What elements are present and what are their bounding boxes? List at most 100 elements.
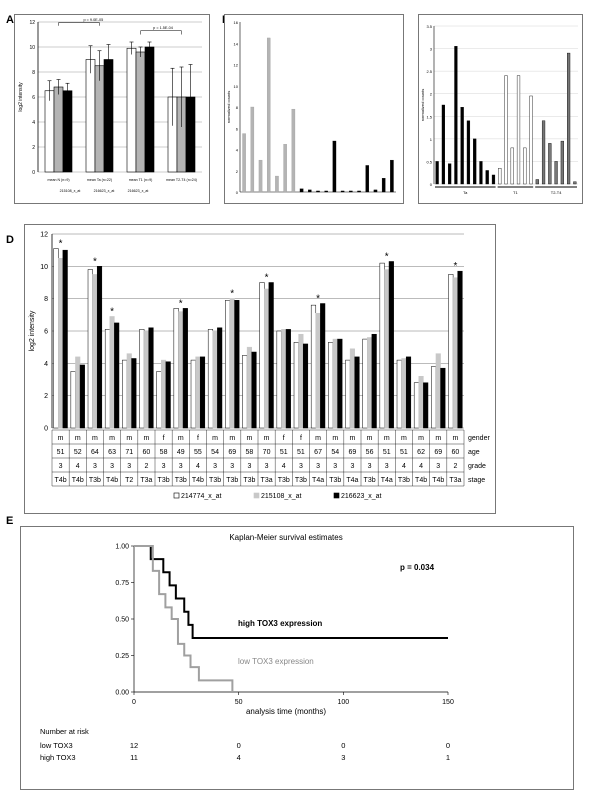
bar bbox=[349, 190, 353, 193]
table-cell: f bbox=[300, 435, 302, 442]
table-cell: T3b bbox=[243, 477, 255, 484]
table-cell: T4b bbox=[432, 477, 444, 484]
y-tick-label: 12 bbox=[40, 232, 48, 239]
table-cell: 51 bbox=[297, 449, 305, 456]
table-cell: m bbox=[384, 435, 390, 442]
table-cell: 55 bbox=[194, 449, 202, 456]
bar bbox=[126, 353, 132, 429]
bar bbox=[114, 322, 120, 429]
y-tick-label: 0.25 bbox=[115, 653, 129, 660]
significance-star: * bbox=[316, 294, 320, 305]
table-cell: T4b bbox=[72, 477, 84, 484]
table-cell: 60 bbox=[143, 449, 151, 456]
legend-label: 214774_x_at bbox=[181, 493, 222, 500]
table-cell: 4 bbox=[282, 463, 286, 470]
table-cell: 56 bbox=[366, 449, 374, 456]
significance-star: * bbox=[265, 273, 269, 284]
group-label: T1 bbox=[513, 190, 518, 195]
table-cell: f bbox=[163, 435, 165, 442]
bar bbox=[109, 316, 115, 429]
x-tick-label: 0 bbox=[132, 699, 136, 706]
chart-title: Kaplan-Meier survival estimates bbox=[229, 533, 342, 542]
bar bbox=[299, 188, 304, 193]
y-tick-label: 4 bbox=[44, 361, 48, 368]
bar bbox=[498, 167, 502, 185]
bar bbox=[53, 248, 59, 429]
y-tick-label: 12 bbox=[29, 20, 35, 26]
bar bbox=[362, 338, 368, 429]
bar bbox=[182, 308, 188, 429]
table-cell: 64 bbox=[91, 449, 99, 456]
legend-swatch bbox=[253, 492, 260, 499]
risk-table-cell: 4 bbox=[237, 753, 241, 762]
table-cell: 51 bbox=[383, 449, 391, 456]
table-cell: f bbox=[283, 435, 285, 442]
y-tick-label: 8 bbox=[236, 105, 239, 110]
bar bbox=[354, 356, 360, 429]
risk-table-cell: 0 bbox=[237, 741, 241, 750]
bar bbox=[302, 343, 309, 429]
table-cell: T3a bbox=[261, 477, 273, 484]
panel-e-chart: Kaplan-Meier survival estimates 1.00 0.75 0… bbox=[40, 533, 454, 762]
bar bbox=[473, 138, 477, 185]
bar bbox=[259, 282, 265, 429]
bar bbox=[275, 175, 279, 193]
bar bbox=[75, 356, 81, 429]
table-row-label: grade bbox=[468, 463, 486, 470]
y-tick-label: 0 bbox=[236, 190, 239, 195]
y-tick-label: 6 bbox=[32, 95, 35, 101]
table-cell: T3b bbox=[158, 477, 170, 484]
bar bbox=[310, 304, 317, 429]
bar bbox=[298, 333, 304, 429]
y-axis-label: log2 intensity bbox=[18, 82, 24, 112]
bar bbox=[315, 312, 321, 429]
legend-swatch bbox=[173, 492, 180, 499]
table-cell: 3 bbox=[93, 463, 97, 470]
table-cell: T4b bbox=[192, 477, 204, 484]
bar bbox=[485, 170, 489, 185]
table-cell: 51 bbox=[400, 449, 408, 456]
bar bbox=[435, 353, 441, 429]
series-label: low TOX3 expression bbox=[238, 657, 314, 666]
bar bbox=[126, 47, 137, 173]
bar bbox=[332, 140, 337, 193]
table-cell: 67 bbox=[314, 449, 322, 456]
y-tick-label: 1.5 bbox=[426, 114, 432, 119]
significance-star: * bbox=[453, 261, 457, 272]
category-label: mean N (n=9) bbox=[47, 178, 69, 182]
legend-label: 216623_x_at bbox=[94, 189, 115, 193]
bar bbox=[58, 258, 64, 429]
table-cell: 4 bbox=[76, 463, 80, 470]
bar bbox=[87, 269, 93, 429]
y-tick-label: 6 bbox=[236, 126, 239, 131]
bar bbox=[401, 358, 407, 429]
table-cell: 3 bbox=[299, 463, 303, 470]
risk-table-row-label: high TOX3 bbox=[40, 753, 76, 762]
bar bbox=[96, 266, 103, 429]
table-cell: T3b bbox=[209, 477, 221, 484]
table-cell: 3 bbox=[385, 463, 389, 470]
bar bbox=[234, 300, 240, 429]
table-cell: m bbox=[75, 435, 81, 442]
y-tick-label: 2 bbox=[430, 92, 433, 97]
bar bbox=[405, 356, 412, 429]
bar bbox=[452, 277, 458, 429]
significance-star: * bbox=[179, 298, 183, 309]
bar bbox=[156, 371, 162, 429]
legend-label: 216623_x_at bbox=[341, 493, 382, 500]
bar bbox=[281, 329, 287, 429]
risk-table-cell: 3 bbox=[341, 753, 345, 762]
table-cell: m bbox=[126, 435, 132, 442]
bar bbox=[466, 120, 471, 185]
bar bbox=[250, 106, 255, 193]
group-label: T2-T4 bbox=[551, 190, 562, 195]
bar bbox=[225, 300, 231, 429]
table-cell: 3 bbox=[162, 463, 166, 470]
table-cell: T4b bbox=[106, 477, 118, 484]
table-cell: m bbox=[315, 435, 321, 442]
bar bbox=[62, 249, 68, 429]
y-tick-label: 16 bbox=[234, 20, 239, 25]
risk-table-cell: 12 bbox=[130, 741, 138, 750]
bar bbox=[396, 359, 402, 429]
table-cell: T4a bbox=[381, 477, 393, 484]
